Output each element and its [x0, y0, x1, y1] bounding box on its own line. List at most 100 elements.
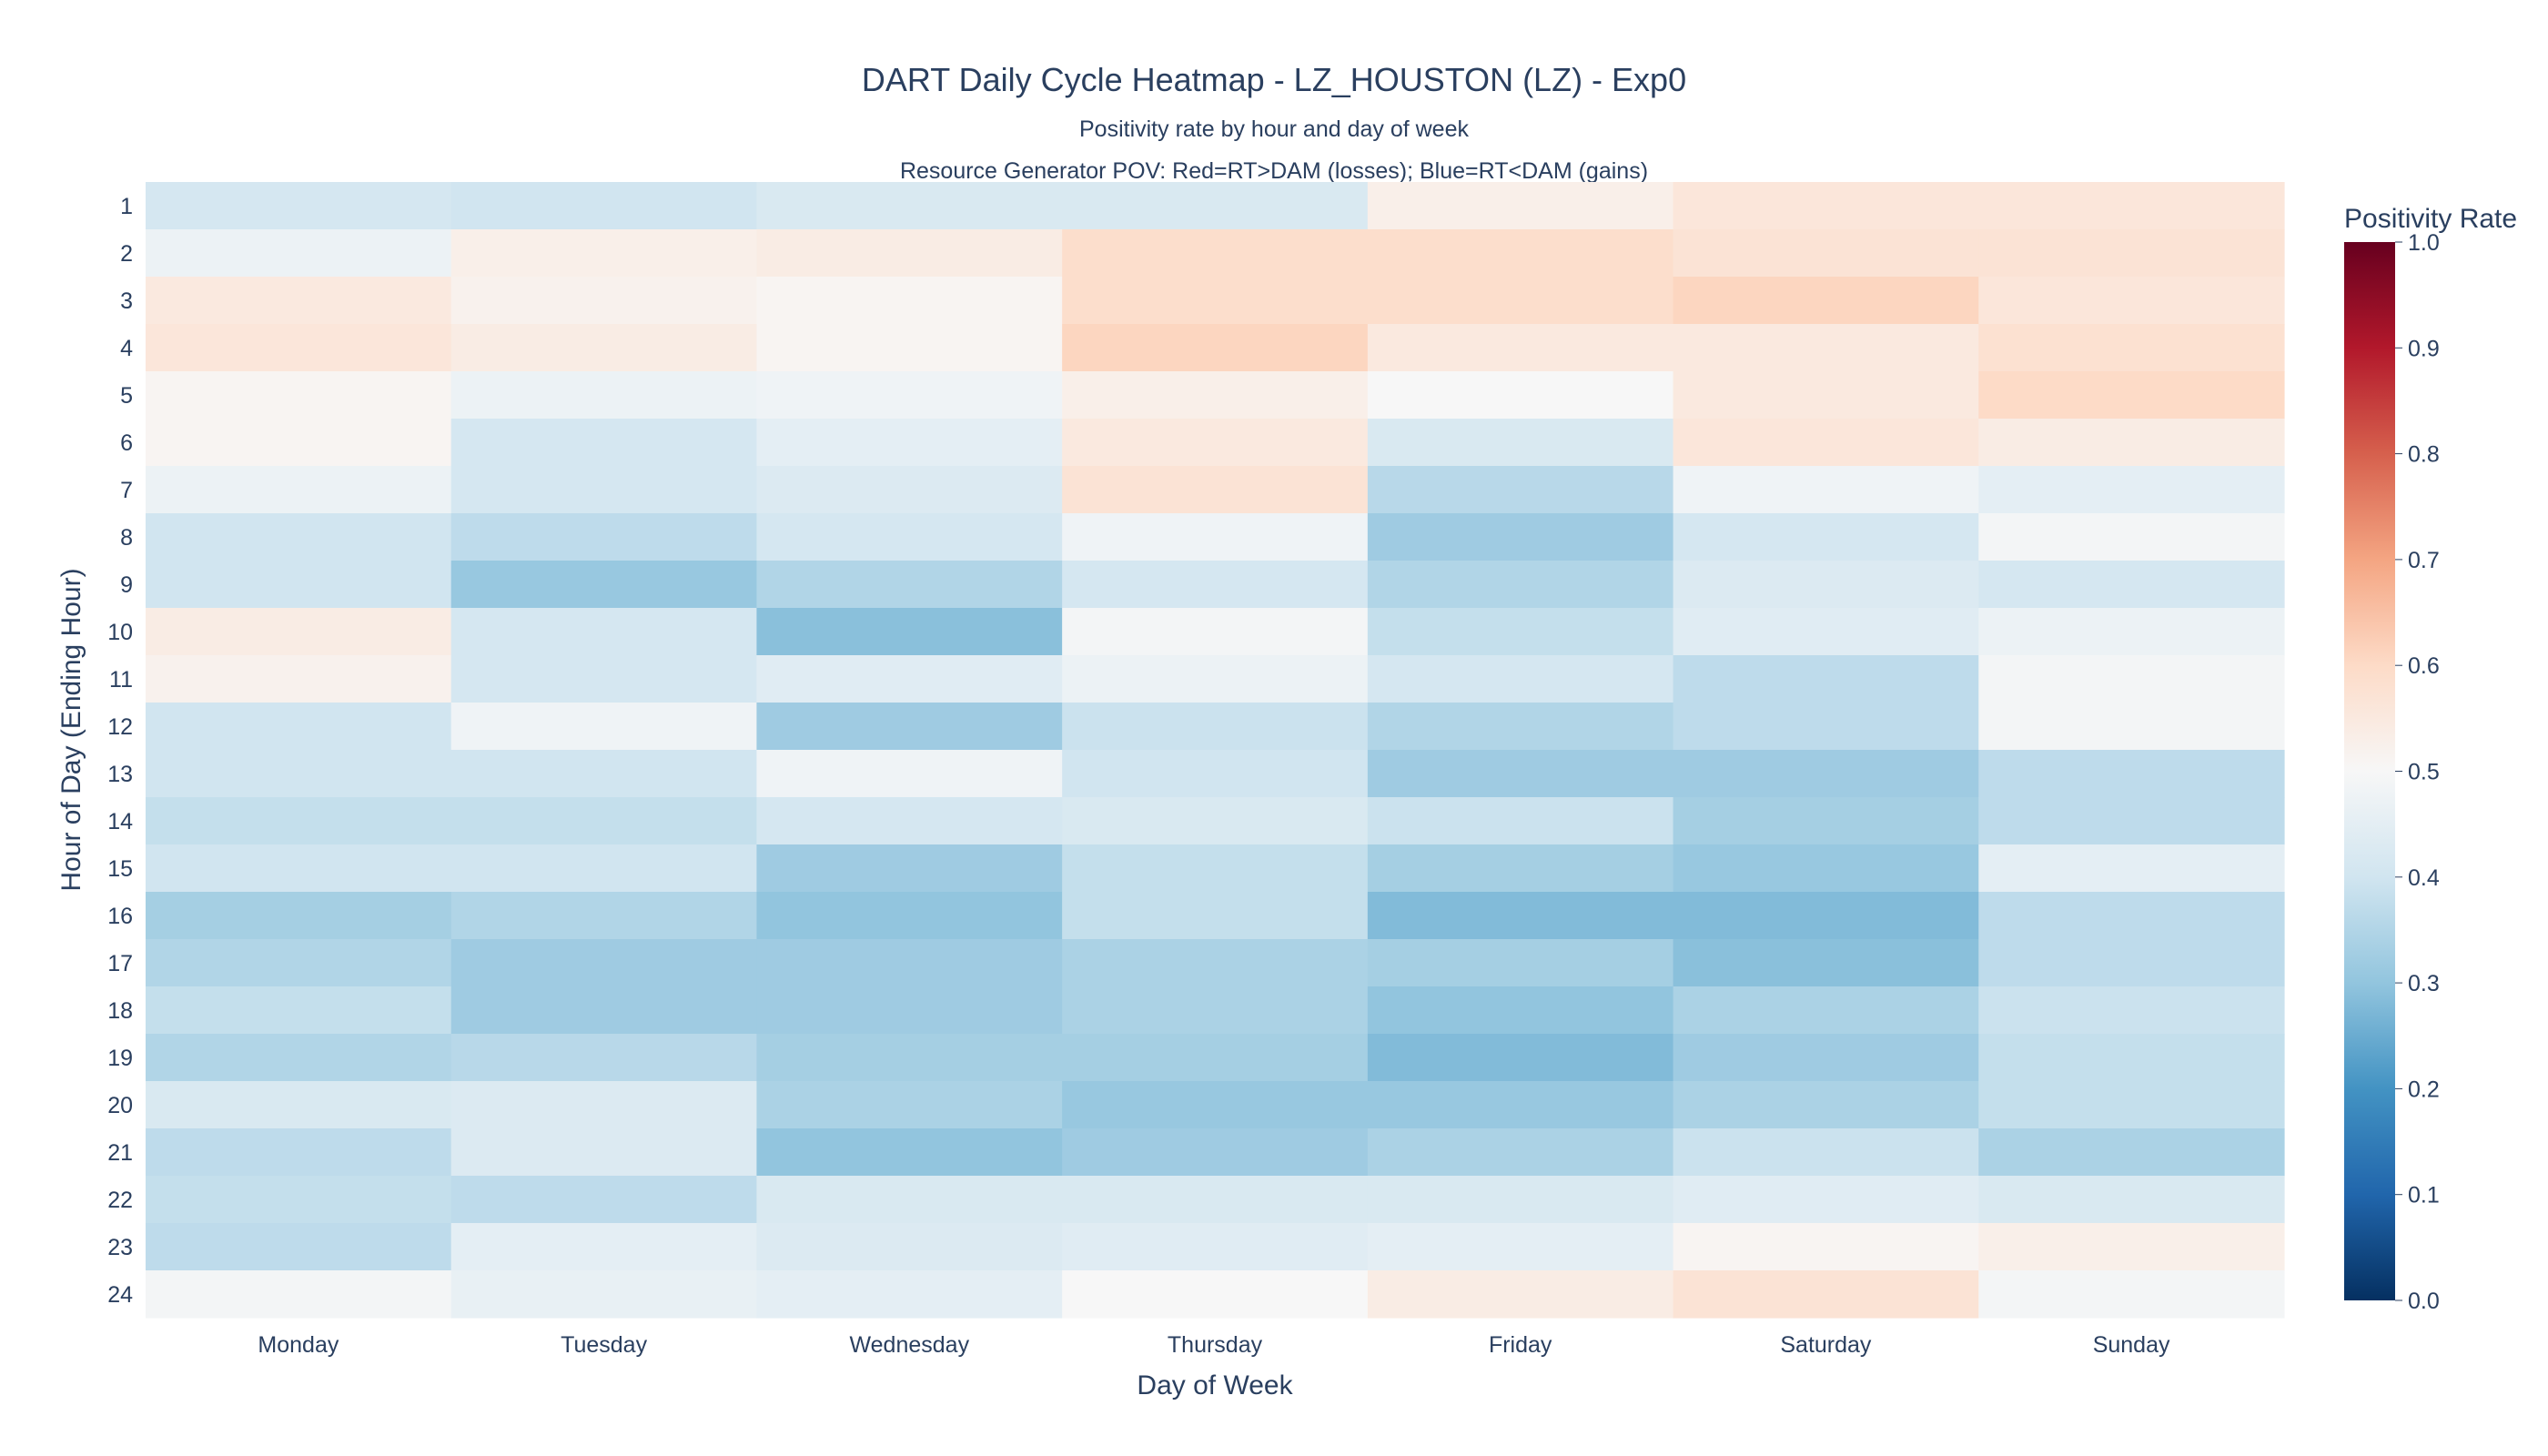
heatmap-cell-friday-hour-20: [1367, 1081, 1674, 1129]
heatmap-cell-friday-hour-10: [1367, 608, 1674, 656]
y-tick-label: 8: [120, 525, 133, 551]
heatmap-cell-friday-hour-23: [1367, 1223, 1674, 1271]
x-tick-label: Thursday: [1168, 1332, 1263, 1358]
heatmap-cell-wednesday-hour-11: [756, 655, 1063, 703]
heatmap-cell-tuesday-hour-7: [450, 466, 758, 514]
heatmap-cell-monday-hour-2: [146, 229, 452, 278]
heatmap-cell-thursday-hour-12: [1062, 703, 1369, 751]
heatmap-cell-sunday-hour-8: [1978, 513, 2285, 561]
y-tick-label: 12: [107, 714, 133, 740]
heatmap-cell-monday-hour-1: [146, 182, 452, 230]
y-tick-label: 18: [107, 998, 133, 1024]
heatmap-cell-friday-hour-19: [1367, 1034, 1674, 1082]
chart-subtitle: Positivity rate by hour and day of week: [1079, 116, 1470, 142]
heatmap-cell-friday-hour-4: [1367, 324, 1674, 372]
colorbar-tick-label: 0.7: [2408, 548, 2440, 573]
heatmap-cell-tuesday-hour-5: [450, 371, 758, 420]
heatmap-cell-sunday-hour-4: [1978, 324, 2285, 372]
heatmap-cell-wednesday-hour-16: [756, 892, 1063, 940]
y-tick-label: 24: [107, 1282, 133, 1308]
y-tick-label: 4: [120, 336, 133, 361]
heatmap-cell-friday-hour-21: [1367, 1128, 1674, 1177]
heatmap-cell-sunday-hour-14: [1978, 797, 2285, 845]
heatmap-cell-wednesday-hour-17: [756, 939, 1063, 987]
heatmap-cell-saturday-hour-19: [1673, 1034, 1979, 1082]
y-tick-label: 5: [120, 383, 133, 409]
heatmap-cell-monday-hour-21: [146, 1128, 452, 1177]
heatmap-cell-thursday-hour-6: [1062, 419, 1369, 467]
heatmap-cell-wednesday-hour-22: [756, 1176, 1063, 1224]
y-axis-title: Hour of Day (Ending Hour): [56, 568, 86, 891]
heatmap-cell-saturday-hour-22: [1673, 1176, 1979, 1224]
heatmap-cell-tuesday-hour-24: [450, 1270, 758, 1319]
y-tick-label: 1: [120, 194, 133, 219]
heatmap-cell-saturday-hour-24: [1673, 1270, 1979, 1319]
colorbar-tick-label: 1.0: [2408, 230, 2440, 256]
heatmap-cell-wednesday-hour-14: [756, 797, 1063, 845]
heatmap-cell-wednesday-hour-23: [756, 1223, 1063, 1271]
heatmap-cell-saturday-hour-2: [1673, 229, 1979, 278]
heatmap-cell-wednesday-hour-20: [756, 1081, 1063, 1129]
heatmap-cell-saturday-hour-16: [1673, 892, 1979, 940]
heatmap-cell-saturday-hour-14: [1673, 797, 1979, 845]
heatmap-cell-friday-hour-15: [1367, 844, 1674, 893]
heatmap-cell-wednesday-hour-2: [756, 229, 1063, 278]
heatmap-cell-wednesday-hour-13: [756, 750, 1063, 798]
y-tick-label: 16: [107, 904, 133, 929]
heatmap-cell-friday-hour-1: [1367, 182, 1674, 230]
heatmap-cell-monday-hour-15: [146, 844, 452, 893]
y-tick-label: 20: [107, 1093, 133, 1118]
x-tick-label: Saturday: [1780, 1332, 1872, 1358]
heatmap-cell-sunday-hour-11: [1978, 655, 2285, 703]
heatmap-cell-wednesday-hour-21: [756, 1128, 1063, 1177]
heatmap-cell-thursday-hour-14: [1062, 797, 1369, 845]
heatmap-cell-monday-hour-17: [146, 939, 452, 987]
heatmap-cell-monday-hour-12: [146, 703, 452, 751]
heatmap-cell-sunday-hour-6: [1978, 419, 2285, 467]
heatmap-cell-wednesday-hour-5: [756, 371, 1063, 420]
heatmap-cell-saturday-hour-23: [1673, 1223, 1979, 1271]
x-tick-label: Wednesday: [850, 1332, 970, 1358]
heatmap-cell-sunday-hour-1: [1978, 182, 2285, 230]
heatmap-cell-friday-hour-22: [1367, 1176, 1674, 1224]
heatmap-cell-tuesday-hour-14: [450, 797, 758, 845]
heatmap-cell-sunday-hour-2: [1978, 229, 2285, 278]
colorbar-tick-label: 0.1: [2408, 1183, 2440, 1208]
heatmap-cell-tuesday-hour-3: [450, 277, 758, 325]
heatmap-cell-sunday-hour-9: [1978, 561, 2285, 609]
y-tick-label: 11: [109, 667, 133, 693]
heatmap-cell-tuesday-hour-2: [450, 229, 758, 278]
x-axis-title: Day of Week: [1137, 1370, 1293, 1400]
heatmap-cell-monday-hour-18: [146, 986, 452, 1035]
heatmap-cell-saturday-hour-17: [1673, 939, 1979, 987]
heatmap-cell-thursday-hour-18: [1062, 986, 1369, 1035]
colorbar-tick-label: 0.0: [2408, 1289, 2440, 1314]
heatmap-cell-thursday-hour-2: [1062, 229, 1369, 278]
heatmap-cell-monday-hour-11: [146, 655, 452, 703]
heatmap-cell-wednesday-hour-1: [756, 182, 1063, 230]
heatmap-cell-monday-hour-3: [146, 277, 452, 325]
heatmap-cell-monday-hour-7: [146, 466, 452, 514]
heatmap-cell-saturday-hour-21: [1673, 1128, 1979, 1177]
heatmap-cell-tuesday-hour-18: [450, 986, 758, 1035]
heatmap-cell-wednesday-hour-8: [756, 513, 1063, 561]
y-tick-label: 7: [120, 478, 133, 503]
y-tick-label: 22: [107, 1188, 133, 1213]
heatmap-cell-saturday-hour-8: [1673, 513, 1979, 561]
heatmap-cell-monday-hour-22: [146, 1176, 452, 1224]
y-tick-label: 23: [107, 1235, 133, 1260]
x-tick-label: Sunday: [2093, 1332, 2170, 1358]
heatmap-cell-saturday-hour-6: [1673, 419, 1979, 467]
heatmap-cell-tuesday-hour-11: [450, 655, 758, 703]
colorbar: [2344, 242, 2395, 1300]
heatmap-cell-wednesday-hour-6: [756, 419, 1063, 467]
heatmap-cell-tuesday-hour-17: [450, 939, 758, 987]
heatmap-cell-tuesday-hour-16: [450, 892, 758, 940]
heatmap-cell-thursday-hour-10: [1062, 608, 1369, 656]
heatmap-cell-tuesday-hour-6: [450, 419, 758, 467]
heatmap-cell-thursday-hour-11: [1062, 655, 1369, 703]
heatmap-cell-sunday-hour-10: [1978, 608, 2285, 656]
heatmap-cell-monday-hour-6: [146, 419, 452, 467]
heatmap-cell-friday-hour-3: [1367, 277, 1674, 325]
